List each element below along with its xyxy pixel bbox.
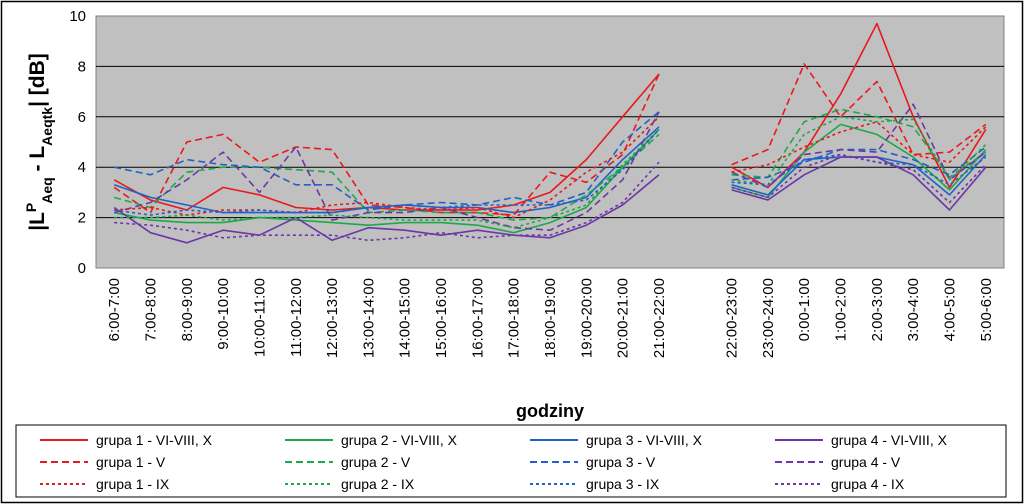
x-axis-label: godziny [516,401,584,421]
y-axis-label-part: L [26,212,49,225]
y-axis-label-part: Aeqtk [39,107,55,146]
series-line [113,103,987,231]
x-tick-label: 2:00-3:00 [869,278,886,341]
y-tick-label: 8 [78,58,86,75]
x-tick-label: 5:00-6:00 [978,278,995,341]
legend-label: grupa 1 - VI-VIII, X [96,432,213,448]
x-tick-label: 19:00-20:00 [578,278,595,358]
series-line [113,63,987,216]
y-tick-label: 10 [69,8,86,25]
series-line [113,156,987,244]
x-tick-label: 12:00-13:00 [324,278,341,358]
legend: grupa 1 - VI-VIII, X grupa 2 - VI-VIII, X… [15,424,1007,498]
x-tick-label: 17:00-18:00 [506,278,523,358]
x-tick-labels: 6:00-7:00 7:00-8:00 8:00-9:00 9:00-10:00 10:… [106,278,995,358]
x-tick-label: 13:00-14:00 [360,278,377,358]
y-tick-label: 4 [78,159,86,176]
y-axis-label-part: Aeq [39,177,55,203]
x-tick-label: 22:00-23:00 [724,278,741,358]
y-axis-label-part: - L [26,146,49,178]
legend-label: grupa 4 - VI-VIII, X [831,432,948,448]
series-line [114,111,987,211]
legend-label: grupa 1 - IX [96,476,170,492]
plot-area [95,15,1005,269]
x-tick-label: 15:00-16:00 [433,278,450,358]
series-line [114,153,987,242]
x-tick-label: 9:00-10:00 [215,278,232,350]
legend-label: grupa 4 - V [831,454,901,470]
x-tick-label: 23:00-24:00 [760,278,777,358]
x-tick-label: 8:00-9:00 [179,278,196,341]
legend-box [15,424,1007,498]
x-tick-label: 10:00-11:00 [251,278,268,357]
x-tick-label: 1:00-2:00 [833,278,850,341]
legend-label: grupa 4 - IX [831,476,905,492]
y-tick-labels: 0 2 4 6 8 10 [69,8,86,277]
legend-label: grupa 2 - IX [341,476,415,492]
x-tick-label: 0:00-1:00 [796,278,813,341]
y-axis-label-part: | [26,225,49,231]
x-tick-label: 21:00-22:00 [651,278,668,358]
legend-label: grupa 2 - V [341,454,411,470]
x-tick-label: 14:00-15:00 [397,278,414,358]
x-tick-label: 3:00-4:00 [905,278,922,341]
legend-label: grupa 3 - V [586,454,656,470]
x-tick-label: 20:00-21:00 [615,278,632,358]
y-tick-label: 0 [78,260,86,277]
series-line [114,116,987,219]
y-tick-label: 2 [78,210,86,227]
series-line [114,116,987,229]
x-tick-label: 11:00-12:00 [288,278,305,357]
x-tick-label: 18:00-19:00 [542,278,559,358]
legend-label: grupa 3 - VI-VIII, X [586,432,703,448]
legend-label: grupa 3 - IX [586,476,660,492]
y-axis-label-part: [dB] [26,53,49,101]
y-tick-label: 6 [78,109,86,126]
series-lines [113,22,987,244]
legend-label: grupa 1 - V [96,454,166,470]
series-line [114,128,987,216]
x-tick-label: 7:00-8:00 [142,278,159,341]
y-axis-label-part: | [26,101,49,107]
y-axis-label-part: P [23,203,39,212]
y-axis-label: |LPAeq - LAeqtk| [dB] [23,53,55,231]
x-tick-label: 16:00-17:00 [469,278,486,358]
x-tick-label: 6:00-7:00 [106,278,123,341]
x-tick-label: 4:00-5:00 [942,278,959,341]
legend-label: grupa 2 - VI-VIII, X [341,432,458,448]
